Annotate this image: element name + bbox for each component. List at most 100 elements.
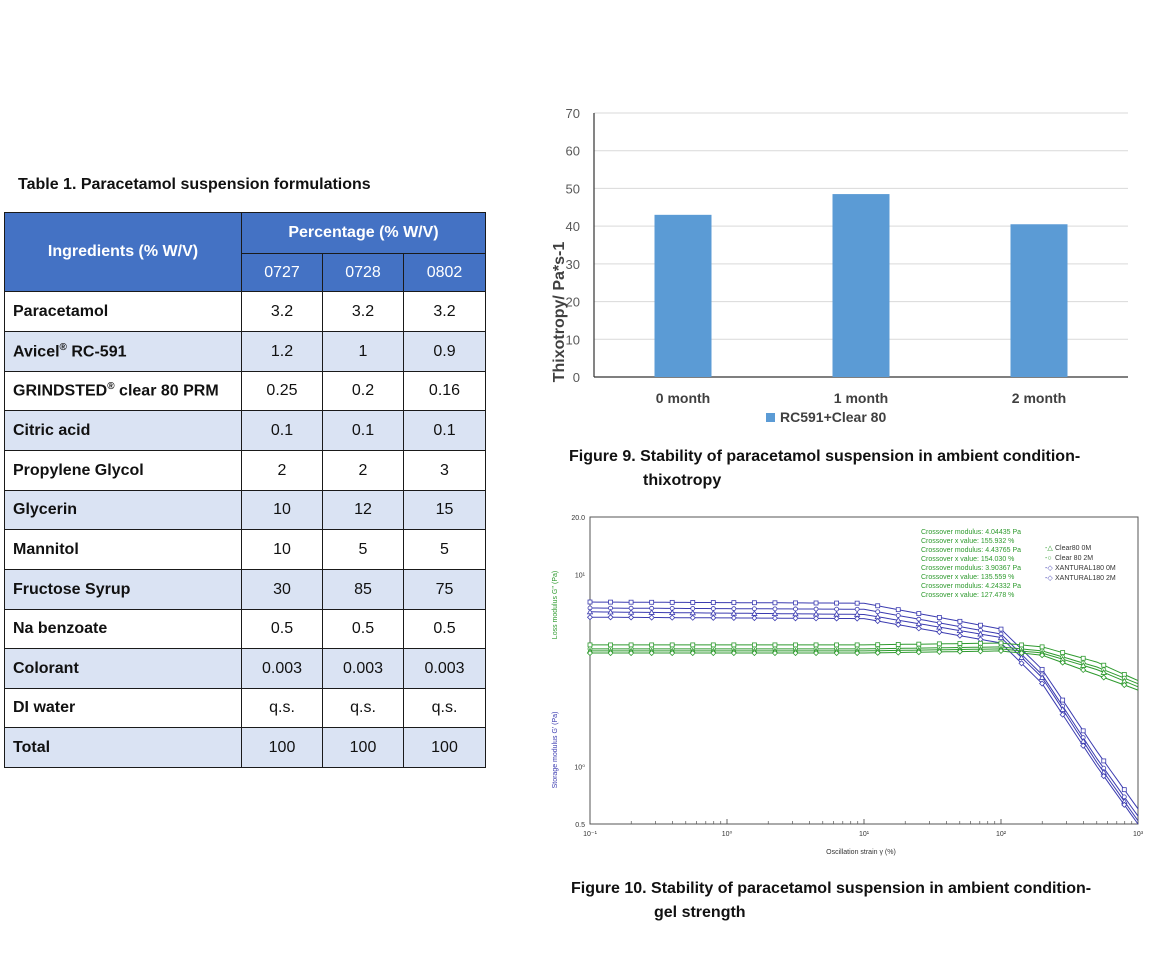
table-row: Mannitol 10 5 5 xyxy=(4,529,486,570)
ingredient-name: Colorant xyxy=(4,648,242,689)
data-point xyxy=(978,640,983,646)
data-point xyxy=(586,649,594,657)
ingredient-name: Citric acid xyxy=(4,410,242,451)
y-tick-label: 0 xyxy=(573,370,580,385)
data-point xyxy=(710,649,717,657)
data-point xyxy=(978,622,983,628)
crossover-annotation: Crossover modulus: 4.04435 Pa xyxy=(921,529,1021,536)
table-cell: 1 xyxy=(322,331,404,372)
data-point xyxy=(1039,644,1045,650)
data-point xyxy=(710,642,716,648)
header-batch: 0802 xyxy=(403,253,486,292)
data-point xyxy=(977,630,984,637)
data-point xyxy=(669,649,676,657)
data-point xyxy=(956,632,963,639)
data-point xyxy=(669,642,675,648)
data-point xyxy=(649,642,655,648)
data-point xyxy=(608,599,613,605)
data-point xyxy=(915,625,922,632)
data-point xyxy=(833,649,840,657)
x-tick-label: 2 month xyxy=(1012,390,1066,406)
figure9-caption-line1: Figure 9. Stability of paracetamol suspe… xyxy=(569,448,1081,465)
table-cell: 0.16 xyxy=(403,371,486,411)
table-row: Fructose Syrup 30 85 75 xyxy=(4,569,486,610)
x-tick-label: 10¹ xyxy=(859,831,870,838)
data-point xyxy=(607,614,614,621)
data-point xyxy=(875,603,881,609)
data-point xyxy=(772,600,778,606)
legend-marker: -△ xyxy=(1045,545,1053,552)
data-point xyxy=(812,649,820,657)
bar xyxy=(654,214,712,377)
data-point xyxy=(1059,659,1066,666)
header-batch: 0727 xyxy=(241,253,323,292)
legend-swatch xyxy=(766,413,775,422)
data-point xyxy=(1018,654,1025,660)
table-cell: 30 xyxy=(241,569,323,610)
data-point xyxy=(689,614,696,621)
data-point xyxy=(751,642,757,648)
data-point xyxy=(751,600,757,606)
data-point xyxy=(710,600,716,605)
table-row: Na benzoate 0.5 0.5 0.5 xyxy=(4,609,486,649)
thixotropy-bar-chart: 0 10 20 30 40 50 60 70 0 month 1 month 2 month Th… xyxy=(551,106,1128,425)
data-point xyxy=(875,642,881,648)
y-tick-label: 10¹ xyxy=(575,573,586,580)
data-point xyxy=(1080,655,1086,661)
x-tick-label: 10⁻¹ xyxy=(583,831,597,838)
header-ingredients: Ingredients (% W/V) xyxy=(4,212,242,292)
legend-marker: -○ xyxy=(1045,555,1052,562)
table-cell: 0.003 xyxy=(241,648,323,689)
table-cell: 0.5 xyxy=(403,609,486,649)
legend-entry: XANTURAL180 2M xyxy=(1055,575,1116,582)
table-cell: q.s. xyxy=(322,688,404,728)
table-row: Paracetamol 3.2 3.2 3.2 xyxy=(4,291,486,332)
data-point xyxy=(1059,706,1066,712)
legend-marker: -◇ xyxy=(1045,565,1053,572)
data-point xyxy=(731,642,737,648)
table-cell: 1.2 xyxy=(241,331,323,372)
bar xyxy=(1010,224,1068,377)
data-point xyxy=(771,615,779,622)
data-point xyxy=(1080,728,1086,734)
data-point xyxy=(895,649,902,656)
data-point xyxy=(792,615,799,622)
table-cell: 2 xyxy=(241,450,323,491)
data-point xyxy=(1121,801,1128,808)
table-row: GRINDSTED® clear 80 PRM 0.25 0.2 0.16 xyxy=(4,371,486,411)
table-cell: 85 xyxy=(322,569,404,610)
y-tick-label: 40 xyxy=(566,219,580,234)
table-row: Citric acid 0.1 0.1 0.1 xyxy=(4,410,486,451)
table-cell: 3.2 xyxy=(403,291,486,332)
y-axis-label-bottom: Storage modulus G' (Pa) xyxy=(552,712,559,789)
table-cell: 0.003 xyxy=(322,648,404,689)
series-lines xyxy=(586,599,1139,825)
data-point xyxy=(1018,650,1025,657)
series-line xyxy=(590,607,1139,817)
y-axis-label: Thixotropy/ Pa*s-1 xyxy=(551,242,568,383)
table-cell: 3.2 xyxy=(241,291,323,332)
data-point xyxy=(916,611,922,616)
series-line xyxy=(589,611,1139,821)
legend-marker: -◇ xyxy=(1045,575,1053,582)
data-point xyxy=(874,617,881,625)
data-point xyxy=(936,628,943,636)
data-point xyxy=(1039,666,1045,672)
data-point xyxy=(648,609,655,615)
table-cell: 3 xyxy=(403,450,486,491)
table-cell: 0.2 xyxy=(322,371,404,411)
y-tick-label: 0.5 xyxy=(575,822,585,829)
table-caption: Table 1. Paracetamol suspension formulat… xyxy=(18,176,371,193)
crossover-annotation: Crossover modulus: 4.24332 Pa xyxy=(921,583,1021,590)
data-point xyxy=(771,649,779,657)
ingredient-name: GRINDSTED® clear 80 PRM xyxy=(4,371,242,411)
table-cell: 100 xyxy=(322,727,404,768)
table-cell: 10 xyxy=(241,529,323,570)
x-tick-label: 10³ xyxy=(1133,831,1144,838)
data-point xyxy=(1038,674,1046,680)
series-line xyxy=(589,601,1139,810)
figure10-caption-line2: gel strength xyxy=(654,904,746,921)
data-point xyxy=(854,649,861,657)
data-point xyxy=(628,649,635,657)
y-tick-labels: 20.0 10¹ 10⁰ 0.5 xyxy=(571,515,585,829)
